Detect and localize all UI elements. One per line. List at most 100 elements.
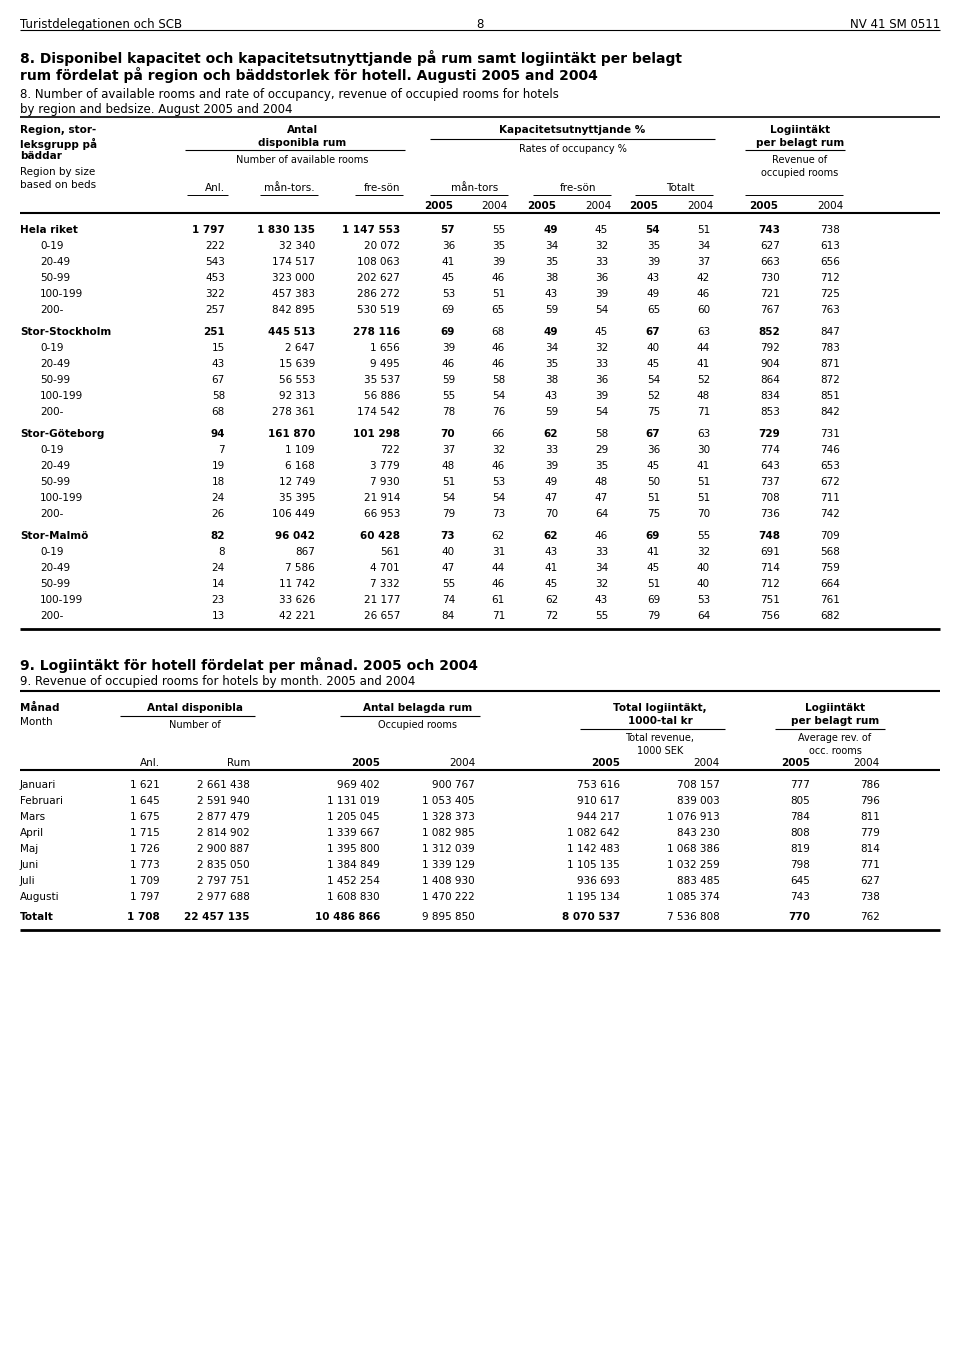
Text: 34: 34 <box>544 241 558 251</box>
Text: 842 895: 842 895 <box>272 305 315 315</box>
Text: 722: 722 <box>380 445 400 456</box>
Text: 8. Disponibel kapacitet och kapacitetsutnyttjande på rum samt logiintäkt per bel: 8. Disponibel kapacitet och kapacitetsut… <box>20 50 682 66</box>
Text: 867: 867 <box>295 547 315 557</box>
Text: 14: 14 <box>212 580 225 589</box>
Text: 784: 784 <box>790 811 810 822</box>
Text: Anl.: Anl. <box>204 183 225 193</box>
Text: 1 082 985: 1 082 985 <box>422 828 475 838</box>
Text: 33 626: 33 626 <box>278 594 315 605</box>
Text: 664: 664 <box>820 580 840 589</box>
Text: 9. Logiintäkt för hotell fördelat per månad. 2005 och 2004: 9. Logiintäkt för hotell fördelat per må… <box>20 656 478 673</box>
Text: 2005: 2005 <box>781 758 810 768</box>
Text: 35 395: 35 395 <box>278 493 315 503</box>
Text: 20-49: 20-49 <box>40 563 70 573</box>
Text: 41: 41 <box>697 359 710 369</box>
Text: 43: 43 <box>595 594 608 605</box>
Text: 2 661 438: 2 661 438 <box>197 780 250 790</box>
Text: 60: 60 <box>697 305 710 315</box>
Text: occupied rooms: occupied rooms <box>761 168 839 178</box>
Text: 47: 47 <box>595 493 608 503</box>
Text: 54: 54 <box>442 493 455 503</box>
Text: April: April <box>20 828 44 838</box>
Text: 1 675: 1 675 <box>131 811 160 822</box>
Text: 748: 748 <box>758 531 780 541</box>
Text: 36: 36 <box>442 241 455 251</box>
Text: 55: 55 <box>595 611 608 621</box>
Text: Region, stor-: Region, stor- <box>20 125 96 135</box>
Text: 1000-tal kr: 1000-tal kr <box>628 716 692 727</box>
Text: 106 449: 106 449 <box>272 510 315 519</box>
Text: 944 217: 944 217 <box>577 811 620 822</box>
Text: 58: 58 <box>212 391 225 400</box>
Text: 56 886: 56 886 <box>364 391 400 400</box>
Text: 51: 51 <box>647 580 660 589</box>
Text: 777: 777 <box>790 780 810 790</box>
Text: 9 495: 9 495 <box>371 359 400 369</box>
Text: Stor-Malmö: Stor-Malmö <box>20 531 88 541</box>
Text: 66 953: 66 953 <box>364 510 400 519</box>
Text: 108 063: 108 063 <box>357 257 400 267</box>
Text: 46: 46 <box>697 288 710 299</box>
Text: 278 361: 278 361 <box>272 407 315 417</box>
Text: 853: 853 <box>760 407 780 417</box>
Text: 1000 SEK: 1000 SEK <box>636 745 684 756</box>
Text: 73: 73 <box>441 531 455 541</box>
Text: 847: 847 <box>820 328 840 337</box>
Text: 62: 62 <box>543 429 558 439</box>
Text: 96 042: 96 042 <box>276 531 315 541</box>
Text: Anl.: Anl. <box>140 758 160 768</box>
Text: 251: 251 <box>204 328 225 337</box>
Text: 58: 58 <box>595 429 608 439</box>
Text: 2 591 940: 2 591 940 <box>197 797 250 806</box>
Text: 50-99: 50-99 <box>40 580 70 589</box>
Text: 49: 49 <box>543 328 558 337</box>
Text: 44: 44 <box>697 342 710 353</box>
Text: 20-49: 20-49 <box>40 257 70 267</box>
Text: fre-sön: fre-sön <box>364 183 400 193</box>
Text: 8 070 537: 8 070 537 <box>562 913 620 922</box>
Text: 78: 78 <box>442 407 455 417</box>
Text: bäddar: bäddar <box>20 151 61 160</box>
Text: 864: 864 <box>760 375 780 386</box>
Text: 51: 51 <box>442 477 455 487</box>
Text: 712: 712 <box>820 274 840 283</box>
Text: 46: 46 <box>492 580 505 589</box>
Text: 453: 453 <box>205 274 225 283</box>
Text: NV 41 SM 0511: NV 41 SM 0511 <box>850 18 940 31</box>
Text: 31: 31 <box>492 547 505 557</box>
Text: 691: 691 <box>760 547 780 557</box>
Text: 543: 543 <box>205 257 225 267</box>
Text: 13: 13 <box>212 611 225 621</box>
Text: 936 693: 936 693 <box>577 876 620 886</box>
Text: 819: 819 <box>790 844 810 855</box>
Text: 69: 69 <box>646 531 660 541</box>
Text: 45: 45 <box>647 563 660 573</box>
Text: 663: 663 <box>760 257 780 267</box>
Text: 59: 59 <box>442 375 455 386</box>
Text: 68: 68 <box>492 328 505 337</box>
Text: 796: 796 <box>860 797 880 806</box>
Text: Antal belagda rum: Antal belagda rum <box>363 704 472 713</box>
Text: 746: 746 <box>820 445 840 456</box>
Text: 82: 82 <box>210 531 225 541</box>
Text: 730: 730 <box>760 274 780 283</box>
Text: 41: 41 <box>544 563 558 573</box>
Text: 68: 68 <box>212 407 225 417</box>
Text: 842: 842 <box>820 407 840 417</box>
Text: 46: 46 <box>492 359 505 369</box>
Text: 627: 627 <box>860 876 880 886</box>
Text: 852: 852 <box>758 328 780 337</box>
Text: 1 395 800: 1 395 800 <box>327 844 380 855</box>
Text: 7 930: 7 930 <box>371 477 400 487</box>
Text: 39: 39 <box>595 288 608 299</box>
Text: 771: 771 <box>860 860 880 869</box>
Text: 35: 35 <box>647 241 660 251</box>
Text: 872: 872 <box>820 375 840 386</box>
Text: 53: 53 <box>492 477 505 487</box>
Text: 1 328 373: 1 328 373 <box>422 811 475 822</box>
Text: 32 340: 32 340 <box>278 241 315 251</box>
Text: 60 428: 60 428 <box>360 531 400 541</box>
Text: Month: Month <box>20 717 53 727</box>
Text: 52: 52 <box>697 375 710 386</box>
Text: 34: 34 <box>544 342 558 353</box>
